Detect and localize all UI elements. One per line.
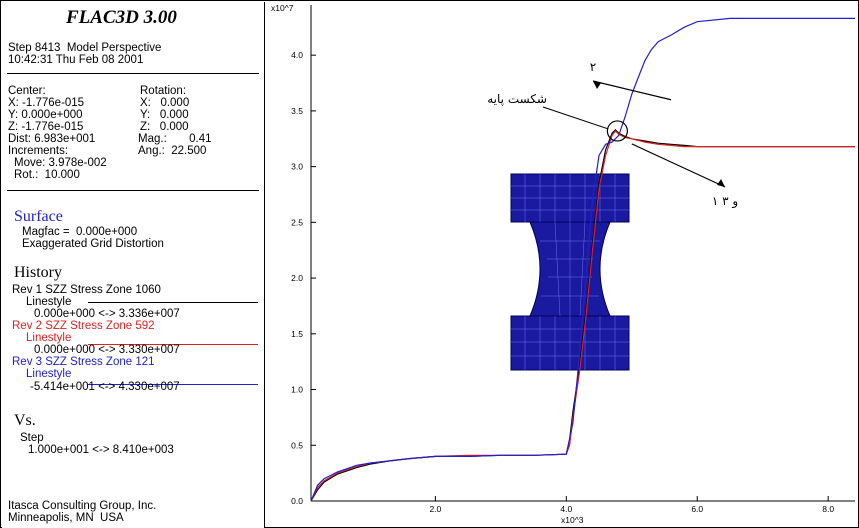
history-2-range: 0.000e+000 <-> 3.330e+007 <box>34 344 180 356</box>
x-tick-label: 6.0 <box>691 504 703 514</box>
vs-step: Step <box>20 432 44 444</box>
center-y: Y: 0.000e+000 <box>8 109 83 121</box>
y-tick-label: 1.5 <box>291 329 303 339</box>
y-scale-label: x10^7 <box>271 3 294 13</box>
failure-circle <box>606 120 628 142</box>
company-name: Itasca Consulting Group, Inc. <box>8 500 157 512</box>
magfac: Magfac = 0.000e+000 <box>22 226 138 238</box>
specimen-grid <box>511 174 629 370</box>
x-tick-label: 8.0 <box>822 504 834 514</box>
rotation-increment: Rot.: 10.000 <box>14 169 80 181</box>
y-tick-label: 4.0 <box>291 50 303 60</box>
y-tick-label: 3.5 <box>291 106 303 116</box>
timestamp: 10:42:31 Thu Feb 08 2001 <box>8 54 144 66</box>
history-1-title: Rev 1 SZZ Stress Zone 1060 <box>12 284 161 296</box>
history-2-title: Rev 2 SZZ Stress Zone 592 <box>12 320 155 332</box>
series-2-label: ۲ <box>590 60 596 74</box>
arrow-2-head <box>593 81 601 89</box>
rotation-x: X: 0.000 <box>140 97 190 109</box>
arrow-13-line <box>631 143 726 188</box>
history-1-linestyle: Linestyle <box>26 296 72 308</box>
series-13-label: ۱ و ۳ <box>712 194 738 209</box>
y-tick-label: 2.5 <box>291 217 303 227</box>
stress-history-chart: x10^7 x10^3 0.0 0.5 1.0 1.5 2.0 2.5 3.0 3.5 4.0 2… <box>271 3 855 525</box>
arrow-13-head <box>717 179 725 187</box>
legend-panel: FLAC3D 3.00 Step 8413 Model Perspective … <box>2 2 265 528</box>
history-3-swatch <box>88 384 258 385</box>
y-tick-label: 1.0 <box>291 385 303 395</box>
center-x: X: -1.776e-015 <box>8 97 85 109</box>
divider <box>7 73 259 74</box>
history-1-range: 0.000e+000 <-> 3.336e+007 <box>34 308 180 320</box>
rotation-z: Z: 0.000 <box>140 121 189 133</box>
y-tick-label: 0.0 <box>291 496 303 506</box>
history-2-swatch <box>88 344 258 345</box>
rotation-label: Rotation: <box>140 85 187 97</box>
y-tick-label: 3.0 <box>291 162 303 172</box>
divider <box>7 190 259 191</box>
center-label: Center: <box>8 85 46 97</box>
angle: Ang.: 22.500 <box>138 145 207 157</box>
history-1-swatch <box>88 302 258 303</box>
history-3-linestyle: Linestyle <box>26 368 72 380</box>
history-3-title: Rev 3 SZZ Stress Zone 121 <box>12 356 155 368</box>
vs-title: Vs. <box>14 412 36 429</box>
magnification: Mag.: 0.41 <box>138 133 212 145</box>
center-z: Z: -1.776e-015 <box>8 121 84 133</box>
move-increment: Move: 3.978e-002 <box>14 157 107 169</box>
step-info: Step 8413 Model Perspective <box>8 42 162 54</box>
x-tick-label: 4.0 <box>560 504 572 514</box>
arrow-2-line <box>592 80 672 101</box>
series-line-h3 <box>310 17 855 502</box>
x-tick-label: 2.0 <box>429 504 441 514</box>
history-title: History <box>14 264 62 281</box>
history-3-range: -5.414e+001 <-> 4.330e+007 <box>30 381 180 393</box>
y-tick-label: 0.5 <box>291 440 303 450</box>
specimen-mesh <box>510 173 630 371</box>
history-2-linestyle: Linestyle <box>26 332 72 344</box>
failure-label: شکست پایه <box>487 92 547 106</box>
app-title: FLAC3D 3.00 <box>66 7 177 28</box>
failure-pointer <box>542 106 609 130</box>
company-location: Minneapolis, MN USA <box>8 512 124 524</box>
distance: Dist: 6.983e+001 <box>8 133 96 145</box>
surface-title: Surface <box>14 208 63 225</box>
exaggerated-grid: Exaggerated Grid Distortion <box>22 238 164 250</box>
x-scale-label: x10^3 <box>561 515 584 525</box>
vs-range: 1.000e+001 <-> 8.410e+003 <box>28 444 174 456</box>
increments-label: Increments: <box>8 145 69 157</box>
y-tick-label: 2.0 <box>291 273 303 283</box>
rotation-y: Y: 0.000 <box>140 109 189 121</box>
